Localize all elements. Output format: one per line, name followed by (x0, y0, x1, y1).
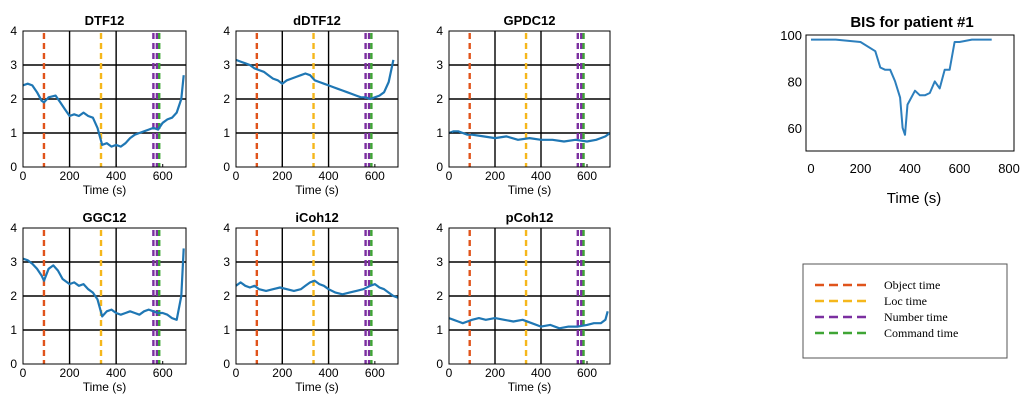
y-tick-label: 3 (10, 255, 17, 269)
y-tick-label: 1 (223, 323, 230, 337)
y-tick-label: 1 (10, 126, 17, 140)
y-tick-label: 1 (10, 323, 17, 337)
x-tick-label: 0 (233, 169, 240, 183)
x-tick-label: 400 (106, 169, 126, 183)
x-tick-label: 200 (485, 169, 505, 183)
x-tick-label: 400 (106, 366, 126, 380)
chart-panel-pcoh12: 0 200 400 600 0 1 2 3 4 pCoh12 Time (s) (436, 210, 611, 394)
series-line (235, 279, 399, 299)
y-tick-label: 3 (436, 255, 443, 269)
legend: Object time Loc time Number time Command ti… (802, 263, 1008, 359)
y-tick-label: 2 (223, 92, 230, 106)
x-tick-label: 0 (807, 161, 814, 176)
x-tick-label: 800 (998, 161, 1020, 176)
y-tick-label: 1 (223, 126, 230, 140)
y-tick-label: 0 (10, 357, 17, 371)
x-axis-label: Time (s) (83, 183, 127, 197)
y-tick-label: 4 (223, 221, 230, 235)
y-tick-label: 1 (436, 323, 443, 337)
y-tick-label: 60 (788, 121, 802, 136)
x-axis-label: Time (s) (295, 380, 339, 394)
x-tick-label: 200 (485, 366, 505, 380)
x-tick-label: 200 (60, 366, 80, 380)
x-tick-label: 200 (272, 169, 292, 183)
x-tick-label: 600 (577, 169, 597, 183)
y-tick-label: 0 (436, 357, 443, 371)
chart-title: pCoh12 (506, 210, 554, 225)
x-tick-label: 400 (531, 366, 551, 380)
y-tick-label: 0 (10, 160, 17, 174)
series-line (22, 75, 185, 148)
x-tick-label: 0 (20, 169, 27, 183)
x-tick-label: 600 (153, 169, 173, 183)
y-tick-label: 3 (223, 255, 230, 269)
x-tick-label: 200 (272, 366, 292, 380)
y-tick-label: 3 (223, 58, 230, 72)
chart-title: DTF12 (85, 13, 125, 28)
x-tick-label: 600 (153, 366, 173, 380)
y-tick-label: 100 (780, 28, 802, 43)
x-tick-label: 600 (365, 169, 385, 183)
y-tick-label: 0 (223, 357, 230, 371)
chart-panel-dtf12: 0 200 400 600 0 1 2 3 4 DTF12 Time (s) (10, 13, 187, 197)
legend-label: Command time (884, 326, 958, 340)
x-tick-label: 0 (446, 366, 453, 380)
x-tick-label: 0 (446, 169, 453, 183)
plot-frame (805, 34, 1015, 152)
chart-title: BIS for patient #1 (850, 14, 973, 31)
x-axis-label: Time (s) (887, 190, 941, 207)
x-tick-label: 600 (365, 366, 385, 380)
x-tick-label: 400 (531, 169, 551, 183)
chart-panel-bis: 0 200 400 600 800 60 80 100 BIS for patient #1 Ti… (780, 14, 1020, 207)
y-tick-label: 4 (10, 221, 17, 235)
x-axis-label: Time (s) (508, 183, 552, 197)
y-tick-label: 2 (436, 289, 443, 303)
x-axis-label: Time (s) (295, 183, 339, 197)
y-tick-label: 3 (436, 58, 443, 72)
y-tick-label: 0 (223, 160, 230, 174)
x-tick-label: 600 (949, 161, 971, 176)
x-axis-label: Time (s) (83, 380, 127, 394)
series-line (235, 58, 395, 101)
chart-title: GPDC12 (503, 13, 555, 28)
chart-title: GGC12 (82, 210, 126, 225)
series-line (811, 38, 992, 136)
x-tick-label: 200 (60, 169, 80, 183)
chart-panel-ggc12: 0 200 400 600 0 1 2 3 4 GGC12 Time (s) (10, 210, 187, 394)
x-tick-label: 0 (20, 366, 27, 380)
y-tick-label: 1 (436, 126, 443, 140)
legend-box (802, 263, 1008, 359)
x-axis-label: Time (s) (508, 380, 552, 394)
y-tick-label: 2 (10, 92, 17, 106)
x-tick-label: 400 (319, 366, 339, 380)
x-tick-label: 600 (577, 366, 597, 380)
chart-title: iCoh12 (295, 210, 338, 225)
chart-panel-ddtf12: 0 200 400 600 0 1 2 3 4 dDTF12 Time (s) (223, 13, 399, 197)
chart-panel-gpdc12: 0 200 400 600 0 1 2 3 4 GPDC12 Time (s) (436, 13, 611, 197)
series-line (448, 311, 609, 330)
legend-label: Loc time (884, 294, 927, 308)
y-tick-label: 4 (436, 221, 443, 235)
y-tick-label: 2 (436, 92, 443, 106)
y-tick-label: 80 (788, 74, 802, 89)
series-line (22, 248, 185, 321)
series-line (448, 130, 611, 143)
y-tick-label: 0 (436, 160, 443, 174)
legend-label: Object time (884, 278, 940, 292)
y-tick-label: 2 (223, 289, 230, 303)
chart-panel-icoh12: 0 200 400 600 0 1 2 3 4 iCoh12 Time (s) (223, 210, 399, 394)
y-tick-label: 4 (436, 24, 443, 38)
chart-title: dDTF12 (293, 13, 341, 28)
x-tick-label: 400 (319, 169, 339, 183)
x-tick-label: 400 (899, 161, 921, 176)
y-tick-label: 3 (10, 58, 17, 72)
x-tick-label: 200 (850, 161, 872, 176)
y-tick-label: 4 (10, 24, 17, 38)
legend-label: Number time (884, 310, 948, 324)
y-tick-label: 4 (223, 24, 230, 38)
y-tick-label: 2 (10, 289, 17, 303)
x-tick-label: 0 (233, 366, 240, 380)
